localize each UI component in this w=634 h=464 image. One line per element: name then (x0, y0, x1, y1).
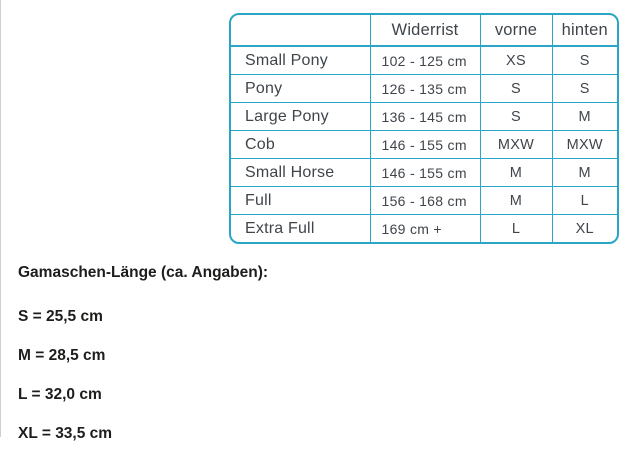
table-row: Small Horse 146 - 155 cm M M (231, 158, 617, 188)
row-label: Small Pony (231, 46, 371, 76)
gaiter-length-notes: Gamaschen-Länge (ca. Angaben): S = 25,5 … (18, 264, 268, 464)
hinten-size: M (552, 158, 617, 188)
note-line-m: M = 28,5 cm (18, 347, 106, 364)
size-chart-table: Widerrist vorne hinten Small Pony 102 - … (231, 15, 617, 242)
header-empty-cell (231, 15, 371, 47)
vorne-size: XS (480, 46, 553, 76)
hinten-size: S (552, 46, 617, 76)
widerrist-value: 169 cm + (370, 214, 481, 242)
note-line-xl: XL = 33,5 cm (18, 425, 113, 442)
table-row: Cob 146 - 155 cm MXW MXW (231, 130, 617, 160)
widerrist-value: 102 - 125 cm (370, 46, 481, 76)
note-line-s: S = 25,5 cm (18, 308, 103, 325)
page-edge-divider (0, 0, 1, 437)
header-hinten: hinten (552, 15, 617, 47)
size-chart: Widerrist vorne hinten Small Pony 102 - … (229, 13, 619, 244)
table-row: Pony 126 - 135 cm S S (231, 74, 617, 104)
table-row: Full 156 - 168 cm M L (231, 186, 617, 216)
row-label: Small Horse (231, 158, 371, 188)
vorne-size: MXW (480, 130, 553, 160)
vorne-size: S (480, 102, 553, 132)
header-widerrist: Widerrist (370, 15, 481, 47)
row-label: Pony (231, 74, 371, 104)
note-line-l: L = 32,0 cm (18, 386, 102, 403)
widerrist-value: 146 - 155 cm (370, 130, 481, 160)
hinten-size: L (552, 186, 617, 216)
widerrist-value: 146 - 155 cm (370, 158, 481, 188)
hinten-size: XL (575, 220, 594, 237)
row-label: Cob (231, 130, 371, 160)
vorne-size: M (480, 158, 553, 188)
row-label: Extra Full (231, 214, 371, 242)
notes-heading: Gamaschen-Länge (ca. Angaben): (18, 264, 269, 281)
hinten-size: S (552, 74, 617, 104)
size-chart-header-row: Widerrist vorne hinten (231, 15, 617, 47)
row-label: Large Pony (231, 102, 371, 132)
vorne-size: L (480, 214, 553, 242)
vorne-size: S (480, 74, 553, 104)
hinten-size: MXW (552, 130, 617, 160)
table-row: Small Pony 102 - 125 cm XS S (231, 46, 617, 76)
widerrist-value: 156 - 168 cm (370, 186, 481, 216)
table-row: Extra Full 169 cm + L XL (231, 214, 617, 242)
table-row: Large Pony 136 - 145 cm S M (231, 102, 617, 132)
hinten-size: M (552, 102, 617, 132)
row-label: Full (231, 186, 371, 216)
widerrist-value: 126 - 135 cm (370, 74, 481, 104)
header-vorne: vorne (480, 15, 553, 47)
widerrist-value: 136 - 145 cm (370, 102, 481, 132)
vorne-size: M (480, 186, 553, 216)
